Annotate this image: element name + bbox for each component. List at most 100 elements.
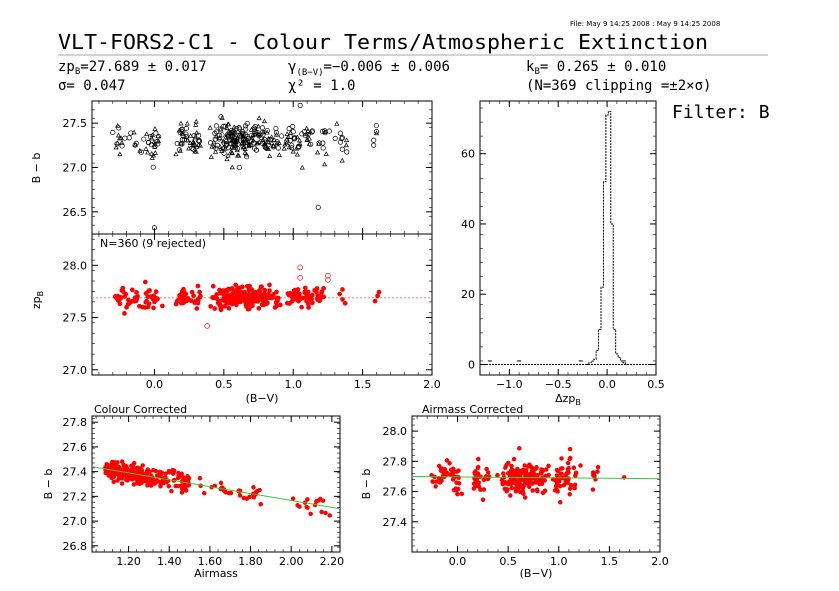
colour-term-point [444, 470, 449, 475]
colour-term-point [456, 481, 462, 486]
panel-raw-b-minus-b: 26.5 27.0 27.5 B − b [30, 100, 433, 235]
colour-term-point [501, 480, 506, 485]
y-tick-label: 27.4 [63, 466, 88, 479]
airmass-point [158, 480, 163, 485]
colour-term-point [529, 472, 534, 477]
zp-point [232, 297, 238, 302]
airmass-point [327, 513, 333, 518]
rejected-point [204, 323, 210, 329]
data-point-circle [196, 132, 202, 138]
x-axis-label: (B−V) [246, 392, 279, 405]
zp-point [129, 287, 135, 293]
data-point-triangle [255, 140, 261, 146]
data-point-triangle [233, 142, 239, 148]
zp-point [233, 292, 239, 298]
data-point-triangle [265, 139, 271, 145]
airmass-point [164, 480, 169, 485]
data-point-triangle [143, 146, 149, 151]
zp-point [285, 291, 291, 296]
colour-term-point [535, 489, 540, 494]
zp-point [234, 286, 240, 292]
zp-point [247, 283, 252, 289]
colour-term-point [447, 460, 452, 466]
data-point-triangle [304, 136, 310, 142]
data-point-triangle [223, 133, 229, 139]
data-point-triangle [193, 118, 199, 124]
x-tick-label: 1.80 [238, 555, 263, 568]
data-point-triangle [187, 133, 194, 138]
plot-frame [91, 100, 433, 235]
airmass-point [131, 460, 137, 466]
colour-term-point [434, 479, 439, 484]
colour-term-point [522, 495, 528, 500]
colour-term-point [481, 477, 487, 483]
zp-point [195, 297, 201, 302]
colour-term-point [578, 463, 583, 468]
zp-point [151, 305, 156, 311]
data-point-triangle [286, 144, 292, 150]
colour-term-point [502, 486, 508, 492]
zp-point [181, 286, 186, 292]
colour-term-point [527, 462, 532, 468]
airmass-point [171, 470, 176, 476]
data-point-triangle [294, 151, 300, 157]
data-point-triangle [271, 137, 277, 142]
airmass-point [251, 485, 256, 490]
stat-gamma-symbol: γ [288, 59, 296, 75]
zp-point [194, 306, 200, 311]
data-point-circle [242, 123, 249, 129]
zp-point [191, 293, 196, 299]
colour-term-point [447, 472, 453, 477]
panel-title: Airmass Corrected [422, 403, 523, 416]
zp-point [284, 300, 290, 306]
airmass-point [258, 502, 263, 507]
data-point-triangle [234, 134, 240, 140]
data-point-triangle [256, 115, 262, 121]
zp-point [289, 299, 295, 304]
data-point-triangle [306, 135, 312, 141]
colour-term-point [571, 465, 577, 470]
data-point-triangle [222, 146, 228, 151]
zp-point [212, 306, 218, 311]
x-tick-label: 1.5 [354, 378, 372, 391]
airmass-point [119, 481, 125, 486]
data-point-triangle [322, 129, 328, 135]
y-tick-label: 28.0 [63, 259, 88, 272]
data-point-triangle [190, 140, 196, 145]
data-point-triangle [240, 144, 246, 150]
zp-point [258, 284, 264, 290]
zp-point [310, 300, 315, 306]
colour-term-point [459, 491, 465, 497]
colour-term-point [546, 472, 551, 478]
x-tick-label: 0.0 [449, 555, 467, 568]
colour-term-point [509, 485, 514, 491]
zp-point [122, 311, 127, 316]
data-point-triangle [239, 140, 245, 145]
zp-point [274, 303, 279, 309]
data-point-triangle [211, 143, 217, 149]
colour-term-point [558, 471, 563, 476]
zp-point [221, 296, 227, 301]
zp-point [183, 292, 188, 297]
zp-point [222, 303, 228, 309]
data-point-triangle [255, 123, 262, 129]
data-point-triangle [290, 148, 296, 154]
data-point-circle [183, 125, 189, 131]
zp-point [159, 303, 165, 309]
data-point-circle [141, 136, 147, 142]
zp-point [155, 296, 160, 302]
colour-term-point [567, 446, 573, 452]
colour-term-point [526, 484, 532, 490]
airmass-point [218, 480, 224, 486]
data-point-triangle [240, 138, 246, 144]
colour-term-point [567, 491, 572, 497]
colour-term-point [534, 478, 540, 484]
y-axis-label: B − b [42, 469, 55, 500]
data-point-triangle [177, 148, 183, 153]
data-point-triangle [150, 152, 157, 158]
data-point-triangle [231, 124, 237, 130]
colour-term-point [471, 481, 477, 486]
data-point-triangle [274, 140, 280, 146]
data-point-triangle [155, 133, 161, 138]
x-tick-label: −0.5 [545, 378, 572, 391]
